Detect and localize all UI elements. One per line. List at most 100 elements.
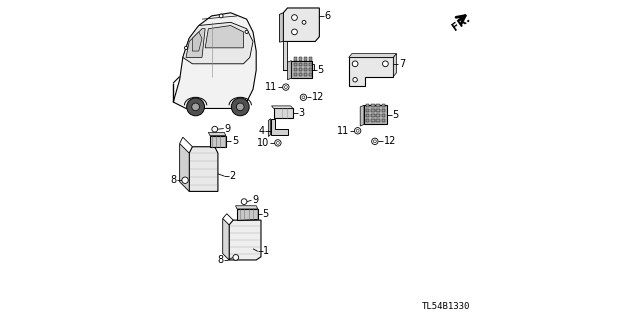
Text: 9: 9 (224, 123, 230, 134)
Polygon shape (186, 29, 205, 57)
Polygon shape (210, 136, 226, 147)
Polygon shape (274, 108, 293, 118)
Text: 3: 3 (298, 108, 305, 118)
Polygon shape (291, 61, 312, 78)
Polygon shape (271, 106, 293, 108)
Circle shape (353, 78, 357, 82)
Text: 5: 5 (262, 209, 269, 219)
Circle shape (231, 98, 249, 116)
Polygon shape (180, 144, 189, 191)
Circle shape (355, 128, 361, 134)
Bar (371, 114, 374, 117)
Bar (299, 73, 302, 76)
Circle shape (233, 255, 239, 260)
Text: 9: 9 (252, 195, 258, 205)
Polygon shape (394, 54, 397, 77)
Bar (294, 73, 297, 76)
Bar (366, 104, 369, 107)
Polygon shape (229, 220, 261, 260)
Circle shape (241, 199, 247, 204)
Bar (371, 104, 374, 107)
Circle shape (245, 30, 248, 33)
Polygon shape (280, 13, 284, 42)
Circle shape (383, 61, 388, 67)
Bar (309, 63, 312, 66)
Bar (371, 109, 374, 112)
Polygon shape (223, 219, 229, 260)
Text: 5: 5 (232, 136, 238, 146)
Polygon shape (236, 206, 258, 209)
Circle shape (292, 15, 298, 20)
Circle shape (302, 20, 306, 24)
Circle shape (292, 29, 298, 35)
Bar (299, 68, 302, 71)
Bar (304, 68, 307, 71)
Polygon shape (209, 132, 226, 136)
Bar (376, 114, 380, 117)
Text: 10: 10 (257, 138, 269, 148)
Bar (304, 57, 307, 61)
Bar (381, 109, 385, 112)
Polygon shape (349, 54, 397, 57)
Polygon shape (271, 119, 288, 135)
Circle shape (352, 61, 358, 67)
Text: 1: 1 (263, 246, 269, 256)
Polygon shape (364, 105, 387, 124)
Text: 5: 5 (392, 110, 399, 120)
Polygon shape (284, 41, 287, 70)
Text: FR.: FR. (450, 13, 472, 33)
Circle shape (275, 140, 281, 146)
Polygon shape (237, 209, 258, 220)
Bar (304, 73, 307, 76)
Circle shape (372, 138, 378, 145)
Polygon shape (349, 57, 394, 86)
Polygon shape (183, 22, 253, 64)
Bar (294, 63, 297, 66)
Circle shape (236, 103, 244, 111)
Text: 11: 11 (265, 82, 277, 92)
Circle shape (283, 84, 289, 90)
Text: TL54B1330: TL54B1330 (422, 302, 470, 311)
Bar (376, 109, 380, 112)
Text: 8: 8 (170, 175, 177, 185)
Text: 8: 8 (217, 255, 223, 265)
Text: 12: 12 (312, 92, 324, 102)
Bar (304, 63, 307, 66)
Bar (309, 73, 312, 76)
Bar (299, 63, 302, 66)
Bar (294, 57, 297, 61)
Bar (294, 68, 297, 71)
Bar (381, 114, 385, 117)
Bar (309, 68, 312, 71)
Polygon shape (205, 26, 243, 48)
Bar (381, 119, 385, 122)
Polygon shape (173, 13, 256, 108)
Text: 4: 4 (259, 126, 264, 136)
Bar (366, 114, 369, 117)
Circle shape (192, 103, 200, 111)
Bar (376, 119, 380, 122)
Bar (366, 119, 369, 122)
Text: 6: 6 (324, 11, 331, 21)
Text: 5: 5 (317, 64, 324, 75)
Polygon shape (287, 61, 291, 80)
Polygon shape (360, 105, 364, 126)
Text: 2: 2 (230, 171, 236, 181)
Polygon shape (284, 8, 319, 41)
Bar (371, 119, 374, 122)
Bar (309, 57, 312, 61)
Text: 11: 11 (337, 126, 349, 136)
Circle shape (212, 126, 218, 132)
Bar (366, 109, 369, 112)
Polygon shape (284, 64, 314, 70)
Circle shape (219, 14, 223, 18)
Circle shape (182, 177, 188, 183)
Bar (381, 104, 385, 107)
Circle shape (184, 46, 188, 49)
Bar (299, 57, 302, 61)
Text: 7: 7 (399, 59, 405, 69)
Polygon shape (268, 119, 271, 137)
Circle shape (187, 98, 205, 116)
Polygon shape (193, 32, 202, 51)
Bar (376, 104, 380, 107)
